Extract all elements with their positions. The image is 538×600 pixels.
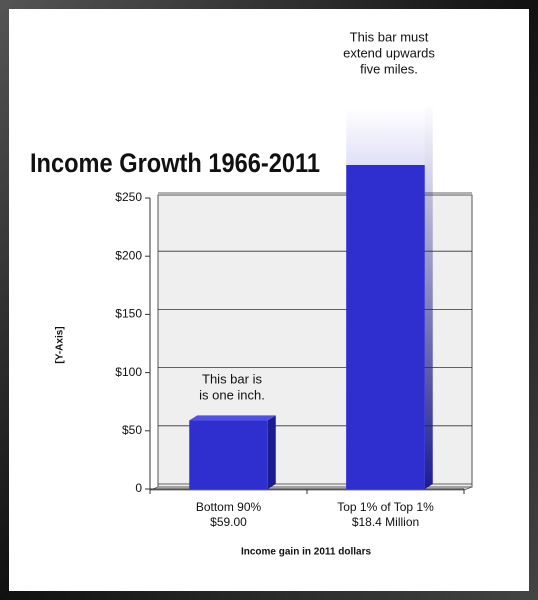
annotation: This bar is [202, 371, 262, 386]
chart-title: Income Growth 1966-2011 [30, 148, 320, 178]
annotation: This bar must [350, 29, 429, 44]
x-axis-label: Income gain in 2011 dollars [241, 547, 371, 558]
y-tick-label: $150 [115, 307, 142, 321]
bar-side [267, 415, 276, 489]
y-tick-label: $50 [122, 423, 142, 437]
y-axis-label: [Y-Axis] [55, 326, 66, 363]
y-tick-label: 0 [135, 481, 142, 495]
y-tick-label: $200 [115, 248, 142, 262]
x-tick-label: Bottom 90% [196, 500, 262, 514]
bar [189, 420, 268, 489]
y-tick-label: $100 [115, 365, 142, 379]
value-label: $59.00 [210, 515, 247, 529]
annotation: extend upwards [343, 45, 435, 60]
y-tick-label: $250 [115, 190, 142, 204]
annotation: five miles. [360, 61, 418, 76]
x-tick-label: Top 1% of Top 1% [337, 500, 434, 514]
value-label: $18.4 Million [352, 515, 419, 529]
annotation: is one inch. [199, 387, 265, 402]
bar-top [189, 415, 276, 421]
bar-side [424, 103, 433, 489]
bar [346, 108, 425, 489]
